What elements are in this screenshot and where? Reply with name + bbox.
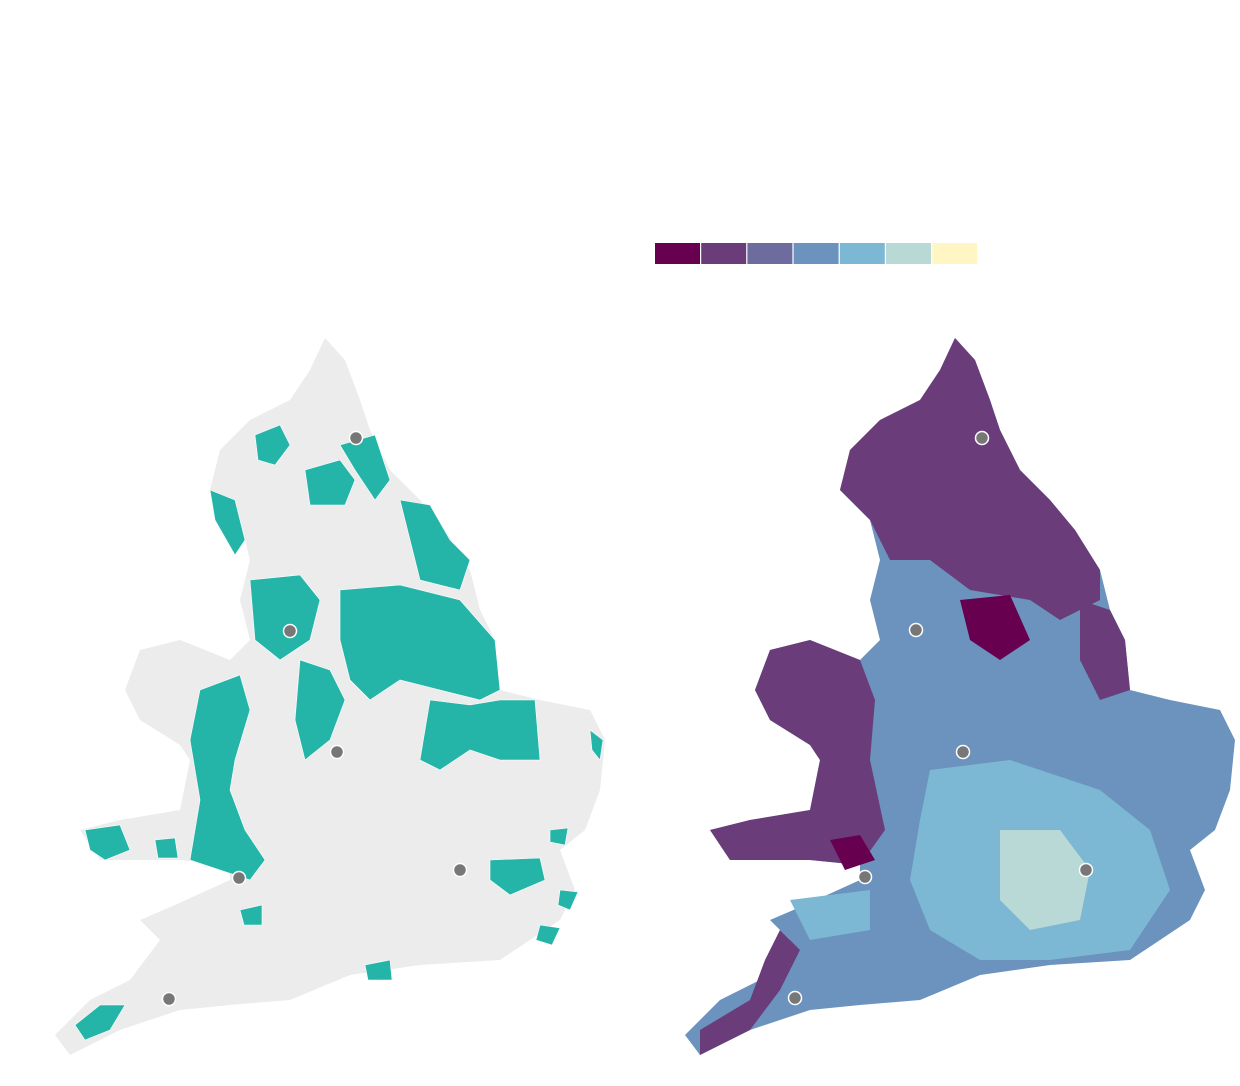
- legend-swatch: [886, 243, 931, 264]
- right-map: [685, 338, 1235, 1055]
- legend-swatch: [747, 243, 793, 264]
- legend-swatch: [839, 243, 885, 264]
- left-map: [55, 338, 605, 1055]
- legend-swatch: [701, 243, 747, 264]
- highlighted-areas: [74, 424, 604, 1041]
- legend-swatch: [932, 243, 978, 264]
- legend-swatch: [793, 243, 839, 264]
- city-markers: [161, 430, 468, 1007]
- legend-swatch: [655, 243, 700, 264]
- city-markers: [787, 430, 1094, 1006]
- shaded-areas: [700, 338, 1170, 1055]
- legend: [655, 243, 978, 264]
